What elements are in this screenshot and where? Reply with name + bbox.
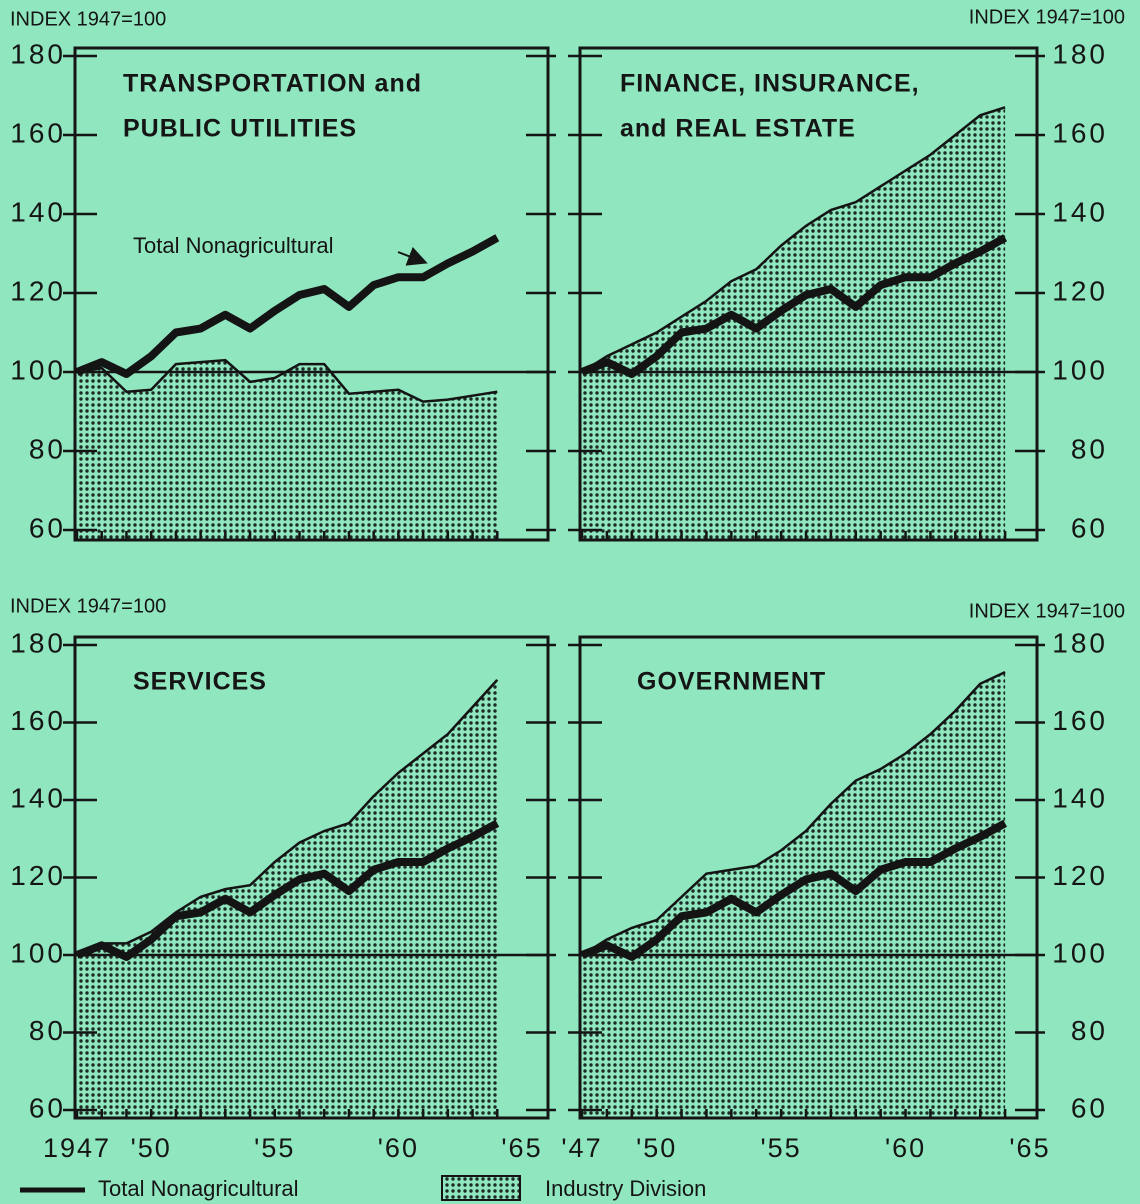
y-tick-label: 180 — [1052, 38, 1108, 69]
industry-area — [77, 360, 498, 540]
y-tick-label: 80 — [1071, 433, 1108, 464]
y-tick-label: 140 — [10, 196, 66, 227]
y-tick-label: 80 — [29, 433, 66, 464]
y-axis-label: INDEX 1947=100 — [10, 8, 166, 30]
y-tick-label: 140 — [1052, 782, 1108, 813]
panel-title: FINANCE, INSURANCE, — [620, 70, 920, 98]
y-tick-label: 60 — [1071, 512, 1108, 543]
y-tick-label: 60 — [29, 1092, 66, 1123]
x-tick-label: '50 — [636, 1133, 677, 1163]
legend-swatch — [441, 1175, 521, 1201]
panel-title: PUBLIC UTILITIES — [123, 115, 357, 143]
industry-outline — [76, 679, 499, 957]
y-tick-label: 120 — [10, 860, 66, 891]
x-tick-label: '65 — [501, 1133, 542, 1163]
legend-label: Industry Division — [545, 1176, 706, 1201]
annotation: Total Nonagricultural — [133, 233, 334, 258]
total-line — [75, 819, 500, 961]
y-tick-label: 120 — [1052, 275, 1108, 306]
y-axis-label: INDEX 1947=100 — [10, 595, 166, 617]
total-line — [580, 819, 1008, 961]
y-tick-label: 100 — [1052, 937, 1108, 968]
industry-outline — [581, 106, 1006, 374]
y-tick-label: 180 — [1052, 627, 1108, 658]
x-tick-label: '55 — [761, 1133, 802, 1163]
industry-outline — [581, 670, 1006, 957]
y-axis-label: INDEX 1947=100 — [969, 6, 1125, 28]
y-tick-label: 140 — [1052, 196, 1108, 227]
x-tick-label: '47 — [561, 1133, 602, 1163]
y-tick-label: 160 — [10, 705, 66, 736]
annotation-arrow — [397, 246, 428, 266]
y-tick-label: 60 — [29, 512, 66, 543]
y-tick-label: 120 — [10, 275, 66, 306]
x-tick-label: '60 — [885, 1133, 926, 1163]
y-tick-label: 60 — [1071, 1092, 1108, 1123]
y-tick-label: 100 — [10, 937, 66, 968]
panel-title: GOVERNMENT — [637, 668, 826, 696]
y-tick-label: 100 — [10, 354, 66, 385]
y-tick-label: 140 — [10, 782, 66, 813]
industry-area — [77, 679, 498, 1118]
industry-area — [582, 107, 1006, 540]
x-tick-label: '65 — [1009, 1133, 1050, 1163]
x-tick-label: '55 — [254, 1133, 295, 1163]
y-tick-label: 160 — [10, 117, 66, 148]
panel-title: TRANSPORTATION and — [123, 70, 422, 98]
y-tick-label: 120 — [1052, 860, 1108, 891]
y-tick-label: 160 — [1052, 705, 1108, 736]
y-tick-label: 180 — [10, 627, 66, 658]
x-tick-label: '50 — [131, 1133, 172, 1163]
total-line — [580, 234, 1008, 378]
legend-label: Total Nonagricultural — [98, 1176, 299, 1201]
panel-title: and REAL ESTATE — [620, 115, 856, 143]
total-line — [75, 234, 500, 378]
y-tick-label: 160 — [1052, 117, 1108, 148]
industry-area — [582, 672, 1006, 1118]
y-axis-label: INDEX 1947=100 — [969, 600, 1125, 622]
x-tick-label: '60 — [378, 1133, 419, 1163]
y-tick-label: 80 — [29, 1015, 66, 1046]
y-tick-label: 180 — [10, 38, 66, 69]
x-tick-label: 1947 — [43, 1133, 111, 1163]
panel-title: SERVICES — [133, 668, 267, 696]
y-tick-label: 100 — [1052, 354, 1108, 385]
y-tick-label: 80 — [1071, 1015, 1108, 1046]
